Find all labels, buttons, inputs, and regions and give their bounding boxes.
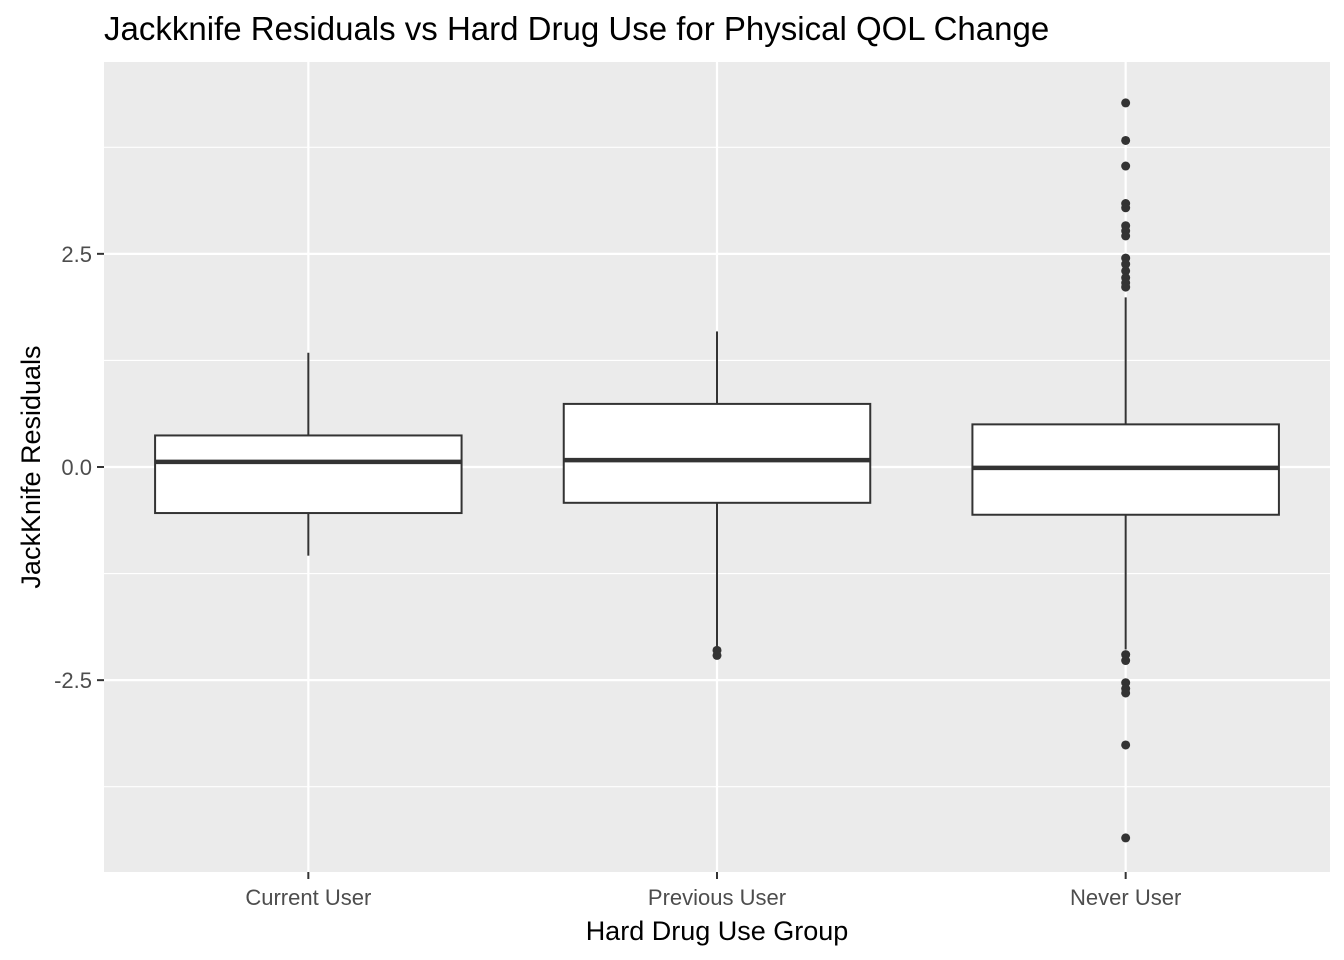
outlier-point: [1121, 161, 1131, 171]
y-tick-label: -2.5: [54, 668, 92, 693]
x-tick-label: Previous User: [648, 885, 786, 910]
outlier-point: [1121, 740, 1131, 750]
x-axis: Current User Previous User Never User: [245, 872, 1181, 910]
box-iqr: [154, 434, 463, 515]
chart-title: Jackknife Residuals vs Hard Drug Use for…: [104, 10, 1049, 47]
box-series: [154, 98, 1280, 843]
outlier-point: [1121, 688, 1131, 698]
y-tick-label: 0.0: [61, 455, 92, 480]
x-axis-title: Hard Drug Use Group: [586, 916, 849, 946]
outlier-point: [1121, 231, 1131, 241]
outlier-point: [1121, 135, 1131, 145]
outlier-point: [1121, 833, 1131, 843]
box-group: [154, 352, 463, 556]
box-group: [971, 98, 1280, 843]
y-tick-label: 2.5: [61, 242, 92, 267]
outlier-point: [1121, 656, 1131, 666]
x-tick-label: Current User: [245, 885, 371, 910]
x-tick-label: Never User: [1070, 885, 1181, 910]
outlier-point: [1121, 259, 1131, 269]
box-group: [562, 331, 872, 660]
outlier-point: [712, 650, 722, 660]
y-axis: -2.5 0.0 2.5: [54, 242, 104, 693]
outlier-point: [1121, 282, 1131, 292]
box-iqr: [562, 402, 872, 504]
outlier-point: [1121, 98, 1131, 108]
outlier-point: [1121, 203, 1131, 213]
outlier-point: [1121, 266, 1131, 276]
y-axis-title: JackKnife Residuals: [16, 345, 46, 588]
